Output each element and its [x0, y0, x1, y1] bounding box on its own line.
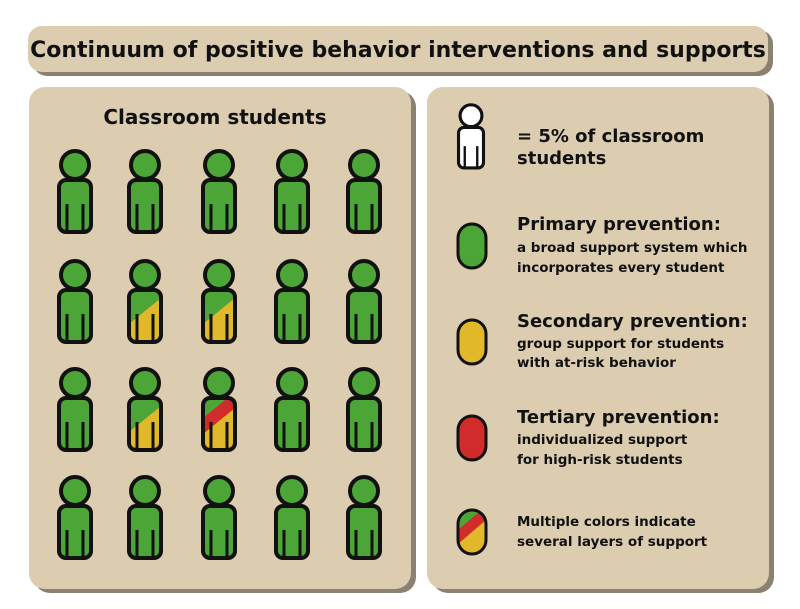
secondary-desc-line1: group support for students	[517, 336, 724, 352]
student-icon	[346, 149, 382, 234]
multiple-desc-line1: Multiple colors indicate	[517, 514, 696, 530]
classroom-title: Classroom students	[103, 105, 326, 129]
red-swatch-icon	[456, 414, 488, 462]
legend-item-primary: Primary prevention: a broad support syst…	[456, 214, 748, 276]
legend-unit-line1: = 5% of classroom	[517, 126, 704, 147]
student-icon	[127, 367, 163, 452]
primary-desc-line2: incorporates every student	[517, 260, 725, 276]
page-title: Continuum of positive behavior intervent…	[30, 38, 766, 63]
student-icon	[274, 149, 310, 234]
student-icon	[201, 149, 237, 234]
student-icon	[57, 149, 93, 234]
multiple-desc-line2: several layers of support	[517, 534, 708, 550]
tertiary-desc-line2: for high-risk students	[517, 452, 683, 468]
legend-panel: = 5% of classroom students Primary preve…	[427, 87, 774, 593]
multicolor-swatch-icon	[456, 508, 488, 556]
tertiary-heading: Tertiary prevention:	[517, 407, 720, 428]
yellow-swatch-icon	[456, 318, 488, 366]
legend-item-secondary: Secondary prevention: group support for …	[456, 311, 748, 371]
secondary-desc-line2: with at-risk behavior	[517, 355, 676, 371]
student-icon	[127, 475, 163, 560]
student-icon	[346, 259, 382, 344]
primary-heading: Primary prevention:	[517, 214, 721, 235]
student-icon	[201, 475, 237, 560]
secondary-heading: Secondary prevention:	[517, 311, 748, 332]
title-banner: Continuum of positive behavior intervent…	[28, 26, 773, 76]
student-icon	[127, 149, 163, 234]
primary-desc-line1: a broad support system which	[517, 240, 748, 256]
green-swatch-icon	[456, 222, 488, 270]
tertiary-desc-line1: individualized support	[517, 432, 688, 448]
student-icon	[201, 259, 237, 344]
student-icon	[127, 259, 163, 344]
classroom-panel: Classroom students	[29, 87, 416, 593]
legend-unit: = 5% of classroom students	[456, 103, 704, 170]
student-grid	[57, 149, 382, 560]
student-icon	[274, 259, 310, 344]
student-icon	[346, 475, 382, 560]
person-outline-icon	[456, 103, 486, 170]
student-icon	[274, 475, 310, 560]
student-icon	[57, 259, 93, 344]
legend-unit-line2: students	[517, 148, 606, 169]
student-icon	[57, 367, 93, 452]
student-icon	[346, 367, 382, 452]
student-icon	[201, 367, 237, 452]
student-icon	[57, 475, 93, 560]
legend-item-multiple: Multiple colors indicate several layers …	[456, 508, 708, 556]
legend-item-tertiary: Tertiary prevention: individualized supp…	[456, 407, 720, 468]
student-icon	[274, 367, 310, 452]
